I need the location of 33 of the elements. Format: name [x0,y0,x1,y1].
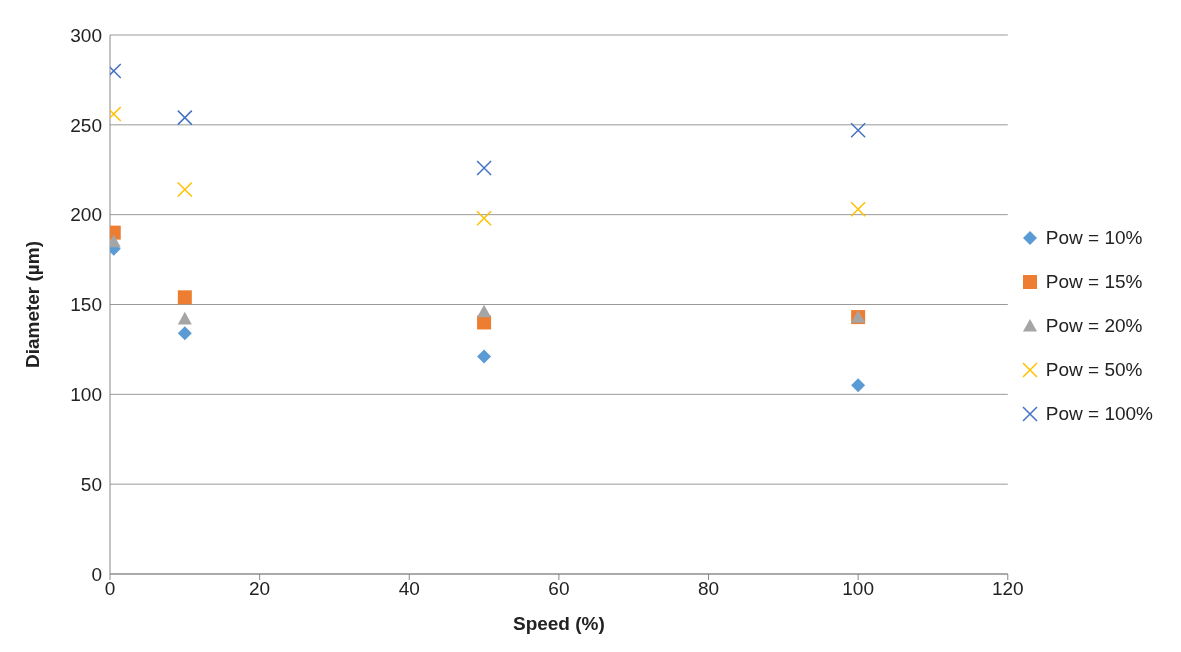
legend-label: Pow = 10% [1045,227,1143,249]
legend-label: Pow = 100% [1045,403,1153,425]
legend-label: Pow = 15% [1045,271,1143,293]
x-axis-title: Speed (%) [512,613,605,634]
point [177,181,193,198]
y-tick-label: 100 [70,384,102,406]
x-tick-label: 20 [249,578,271,600]
x-tick-label: 0 [104,578,116,600]
point [476,210,492,227]
point [476,160,492,176]
point [477,304,492,318]
x-tick-label: 80 [697,578,720,600]
point [177,326,192,341]
x-tick-label: 40 [398,578,420,600]
y-tick-label: 200 [70,204,102,226]
y-axis-title: Diameter (µm) [21,240,43,369]
point [177,311,192,325]
x-tick-label: 120 [991,578,1024,600]
point [850,122,866,138]
y-tick-label: 150 [70,294,102,316]
y-tick-label: 300 [70,24,102,46]
y-tick-label: 0 [91,563,102,585]
x-tick-label: 100 [842,578,874,600]
point [477,349,492,364]
legend-label: Pow = 50% [1045,359,1143,381]
x-tick-label: 60 [548,578,570,600]
legend-label: Pow = 20% [1045,315,1143,337]
point [851,378,866,393]
point [177,109,193,126]
y-tick-label: 250 [70,114,102,136]
point [177,290,192,305]
y-tick-label: 50 [80,473,102,495]
point [850,201,866,218]
